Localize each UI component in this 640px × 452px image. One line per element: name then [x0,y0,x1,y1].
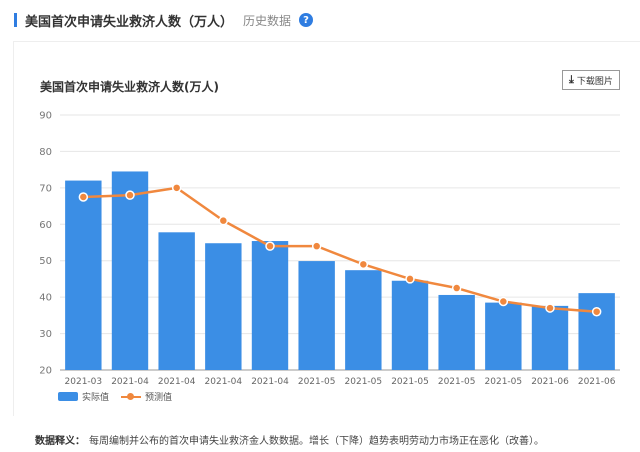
forecast-point[interactable] [311,241,322,251]
forecast-point[interactable] [498,296,509,307]
y-tick-label: 80 [39,147,52,158]
y-tick-label: 40 [39,293,52,304]
forecast-point[interactable] [125,190,135,200]
x-tick-label: 2021-05 [438,377,476,387]
legend-forecast-label[interactable]: 预测值 [145,393,173,403]
y-tick-label: 50 [39,256,52,267]
data-definition-label: 数据释义： [35,436,85,447]
chart-title: 美国首次申请失业救济人数(万人) [40,80,219,94]
download-image-button[interactable]: ⤓ 下载图片 [562,70,620,90]
x-tick-label: 2021-03 [65,377,103,387]
bar-actual[interactable] [578,293,615,370]
bar-actual[interactable] [438,294,475,370]
bar-actual[interactable] [485,302,522,370]
bar-actual[interactable] [531,305,569,370]
forecast-point[interactable] [545,303,555,313]
forecast-point[interactable] [405,274,415,284]
history-data-label: 历史数据 [243,13,292,28]
x-tick-label: 2021-04 [251,377,289,387]
forecast-point[interactable] [78,192,89,202]
x-tick-label: 2021-04 [111,377,149,387]
header-accent-bar [14,13,17,27]
legend-actual-swatch[interactable] [58,392,78,401]
x-tick-label: 2021-06 [578,377,616,387]
forecast-point[interactable] [591,306,602,317]
chart-legend: 实际值 预测值 [58,390,172,403]
forecast-point[interactable] [265,241,275,251]
data-definition: 数据释义： 每周编制并公布的首次申请失业救济金人数数据。增长（下降）趋势表明劳动力… [35,432,544,447]
bar-actual[interactable] [205,243,242,370]
x-tick-label: 2021-06 [531,377,569,387]
legend-actual-label[interactable]: 实际值 [82,393,110,403]
x-tick-label: 2021-04 [205,377,243,387]
bar-actual[interactable] [391,280,429,370]
y-tick-label: 90 [39,111,52,122]
help-icon[interactable]: ? [299,13,314,27]
x-tick-label: 2021-04 [158,377,196,387]
forecast-point[interactable] [218,215,229,226]
bar-actual[interactable] [251,241,289,370]
bar-actual[interactable] [65,180,102,370]
x-tick-label: 2021-05 [298,377,336,387]
legend-forecast-swatch[interactable] [121,392,142,401]
bar-actual[interactable] [158,232,195,370]
forecast-point[interactable] [171,183,182,193]
page-header: 美国首次申请失业救济人数（万人） 历史数据 ? [14,10,314,30]
x-tick-label: 2021-05 [391,377,429,387]
x-tick-label: 2021-05 [485,377,523,387]
bar-actual[interactable] [298,261,335,370]
x-tick-label: 2021-05 [345,377,383,387]
download-icon: ⤓ [569,73,574,86]
bar-actual[interactable] [345,270,382,370]
forecast-point[interactable] [451,283,462,293]
y-tick-label: 70 [39,183,52,194]
chart-panel [13,41,640,416]
y-tick-label: 20 [39,366,52,377]
y-tick-label: 30 [39,329,52,340]
data-definition-text: 每周编制并公布的首次申请失业救济金人数数据。增长（下降）趋势表明劳动力市场正在恶… [89,436,544,447]
y-tick-label: 60 [39,220,52,231]
download-label: 下载图片 [576,76,613,87]
forecast-line [83,186,597,313]
forecast-point[interactable] [358,259,369,270]
bar-actual[interactable] [111,171,149,370]
page-title: 美国首次申请失业救济人数（万人） [25,14,234,30]
